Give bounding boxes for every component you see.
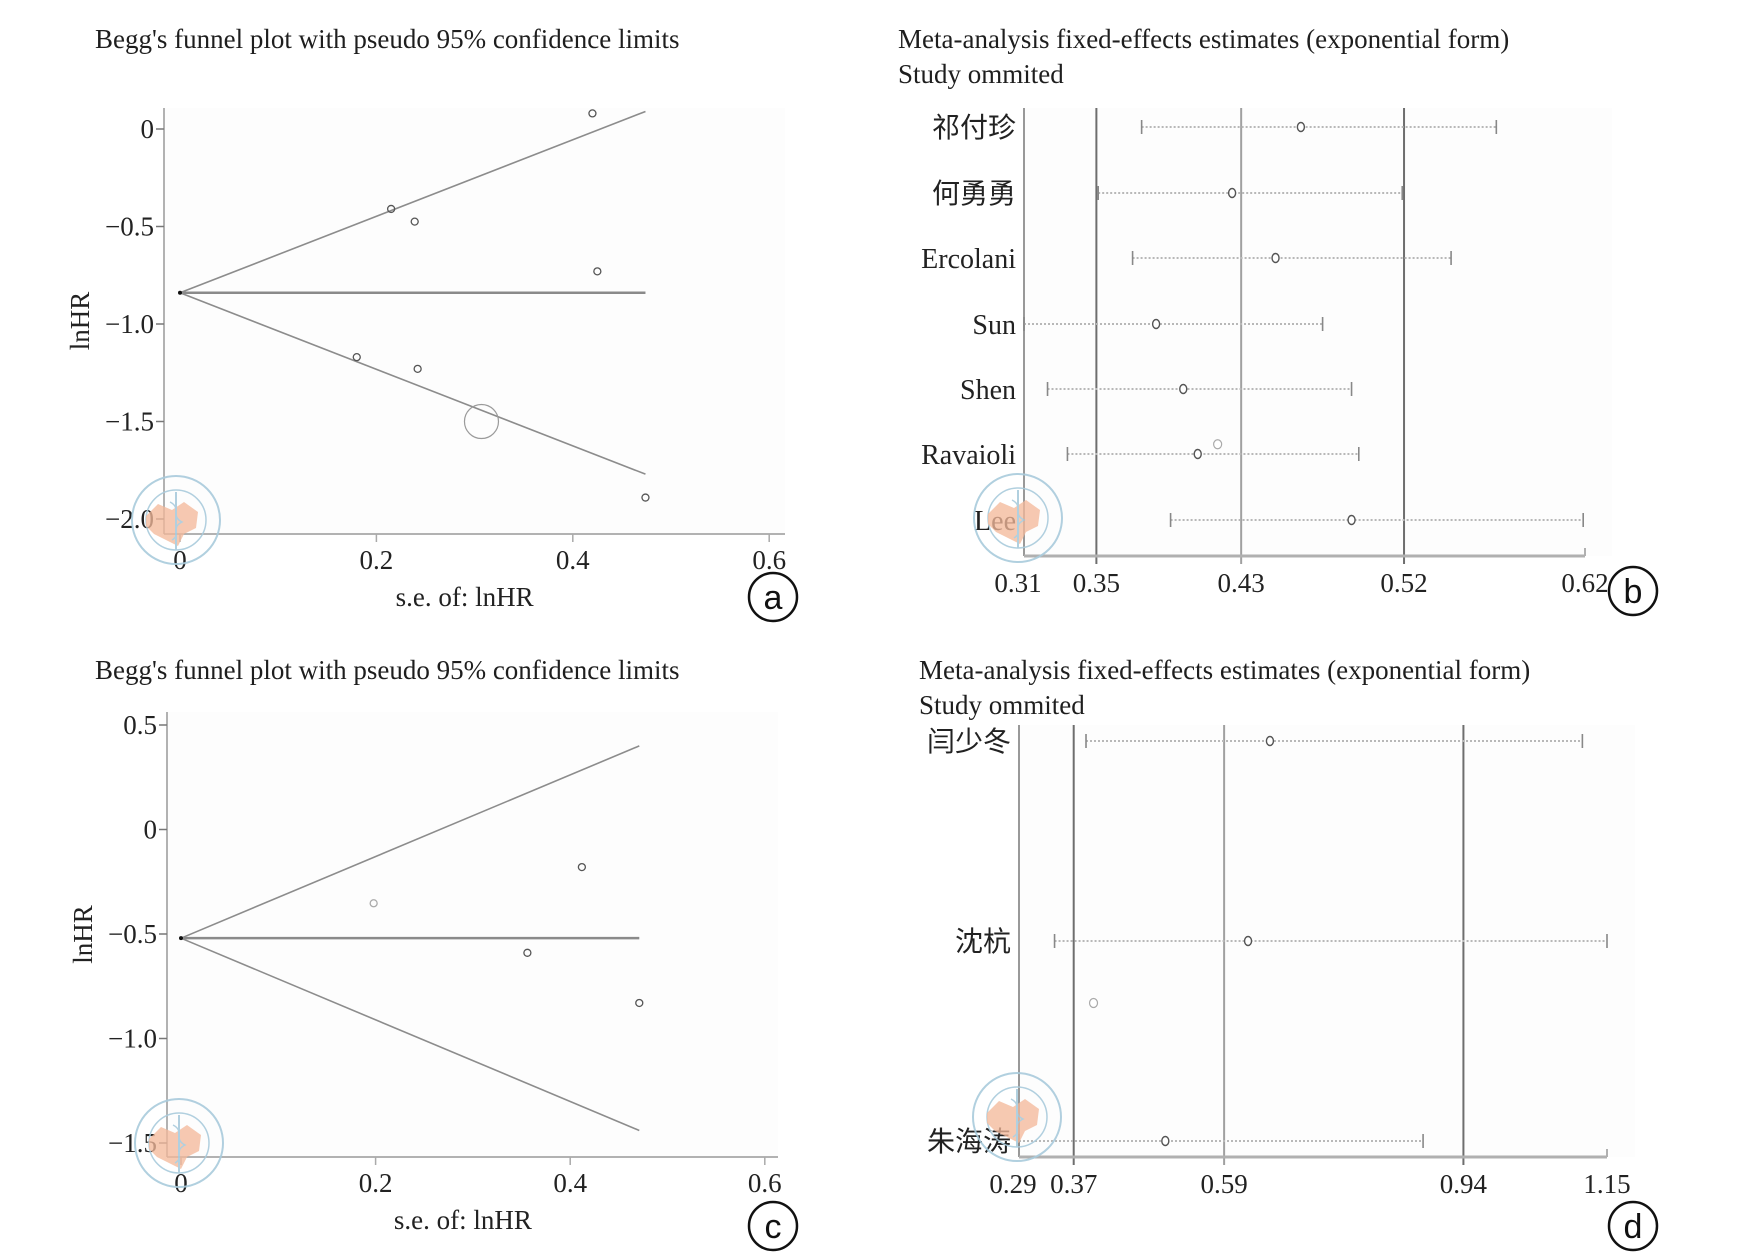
panel-a-title: Begg's funnel plot with pseudo 95% confi… xyxy=(95,24,680,54)
plot-area xyxy=(164,108,785,534)
extra-marker xyxy=(1213,439,1223,450)
study-point xyxy=(593,267,602,276)
study-label: Shen xyxy=(960,375,1016,406)
panel-b-title: Meta-analysis fixed-effects estimates (e… xyxy=(898,24,1510,54)
x-axis-title: s.e. of: lnHR xyxy=(396,582,534,612)
panel-a-funnel-plot: 0−0.5−1.0−1.5−2.00 0.2 0.4 0.6s.e. of: lnHR… xyxy=(65,108,799,623)
study-point xyxy=(635,998,644,1008)
y-tick-label: −0.5 xyxy=(105,212,154,242)
study-point xyxy=(386,204,396,214)
y-tick-label: −0.5 xyxy=(108,919,157,949)
estimate-marker xyxy=(1227,187,1237,199)
estimate-marker xyxy=(1161,1135,1170,1147)
study-point xyxy=(369,899,378,908)
panel-c-funnel-plot: 0.50−0.5−1.0−1.50 0.2 0.4 0.6s.e. of: lnHRl… xyxy=(68,710,799,1252)
study-point xyxy=(588,109,597,118)
x-tick-label: 0.43 xyxy=(1218,568,1265,598)
y-tick-label: 0.5 xyxy=(123,710,157,740)
estimate-marker xyxy=(1271,252,1280,264)
panel-letter-circle xyxy=(747,571,799,623)
plot-area xyxy=(1024,108,1612,556)
study-label: 何勇勇 xyxy=(932,178,1016,210)
y-tick-label: −1.0 xyxy=(108,1024,157,1054)
panel-d-subtitle: Study ommited xyxy=(919,690,1085,720)
x-tick-label: 0.4 xyxy=(556,545,590,575)
x-tick-label: 0.6 xyxy=(752,545,786,575)
x-tick-label: 0.29 xyxy=(989,1169,1036,1199)
x-tick-label: 0.35 xyxy=(1073,568,1120,598)
panel-d-title: Meta-analysis fixed-effects estimates (e… xyxy=(919,655,1531,685)
lower-confidence-limit-line xyxy=(179,292,646,475)
x-tick-label: 0.4 xyxy=(553,1168,587,1198)
x-tick-label: 0.52 xyxy=(1380,568,1427,598)
x-tick-label: 0.37 xyxy=(1050,1169,1097,1199)
y-tick-label: −1.5 xyxy=(105,407,154,437)
panel-letter: a xyxy=(764,579,783,617)
study-point xyxy=(352,352,361,362)
funnel-apex xyxy=(179,936,183,941)
x-tick-label: 1.15 xyxy=(1583,1169,1630,1199)
estimate-marker xyxy=(1243,935,1253,947)
study-label: Ercolani xyxy=(921,244,1016,275)
panel-letter-circle xyxy=(747,1200,799,1252)
study-label: Sun xyxy=(972,310,1016,341)
estimate-marker xyxy=(1296,121,1306,133)
study-point xyxy=(463,403,500,440)
estimate-marker xyxy=(1265,735,1275,747)
y-axis-title: lnHR xyxy=(65,292,95,351)
y-tick-label: −1.0 xyxy=(105,309,154,339)
x-tick-label: 0.6 xyxy=(748,1168,782,1198)
plot-area xyxy=(167,712,778,1157)
estimate-marker xyxy=(1347,514,1356,526)
study-label: 祁付珍 xyxy=(932,112,1016,144)
study-label: 沈杭 xyxy=(955,926,1011,958)
study-point xyxy=(410,217,419,226)
study-point xyxy=(523,948,532,957)
x-tick-label: 0 xyxy=(173,545,187,575)
x-axis-title: s.e. of: lnHR xyxy=(394,1205,532,1235)
estimate-marker xyxy=(1151,318,1161,330)
funnel-apex xyxy=(178,290,182,295)
upper-confidence-limit-line xyxy=(180,745,640,939)
lower-confidence-limit-line xyxy=(180,937,640,1132)
panel-letter-circle xyxy=(1607,565,1659,617)
x-tick-label: 0.31 xyxy=(994,568,1041,598)
study-point xyxy=(413,364,422,374)
panel-letter: c xyxy=(765,1208,782,1246)
x-tick-label: 0.62 xyxy=(1561,568,1608,598)
x-tick-label: 0 xyxy=(174,1168,188,1198)
extra-marker xyxy=(1088,997,1099,1009)
study-label: 闫少冬 xyxy=(927,726,1011,758)
x-tick-label: 0.2 xyxy=(359,1168,393,1198)
y-axis-title: lnHR xyxy=(68,905,98,964)
y-tick-label: 0 xyxy=(141,114,155,144)
panel-letter: d xyxy=(1624,1208,1643,1246)
x-tick-label: 0.59 xyxy=(1200,1169,1247,1199)
estimate-marker xyxy=(1193,448,1202,460)
y-tick-label: 0 xyxy=(144,815,158,845)
study-point xyxy=(641,493,650,502)
panel-letter-circle xyxy=(1607,1200,1659,1252)
upper-confidence-limit-line xyxy=(179,110,646,294)
study-label: Ravaioli xyxy=(921,440,1016,471)
study-point xyxy=(577,862,587,872)
x-tick-label: 0.94 xyxy=(1440,1169,1488,1199)
panel-letter: b xyxy=(1624,573,1643,611)
panel-b-subtitle: Study ommited xyxy=(898,59,1064,89)
x-tick-label: 0.2 xyxy=(360,545,394,575)
estimate-marker xyxy=(1179,383,1188,395)
panel-c-title: Begg's funnel plot with pseudo 95% confi… xyxy=(95,655,680,685)
